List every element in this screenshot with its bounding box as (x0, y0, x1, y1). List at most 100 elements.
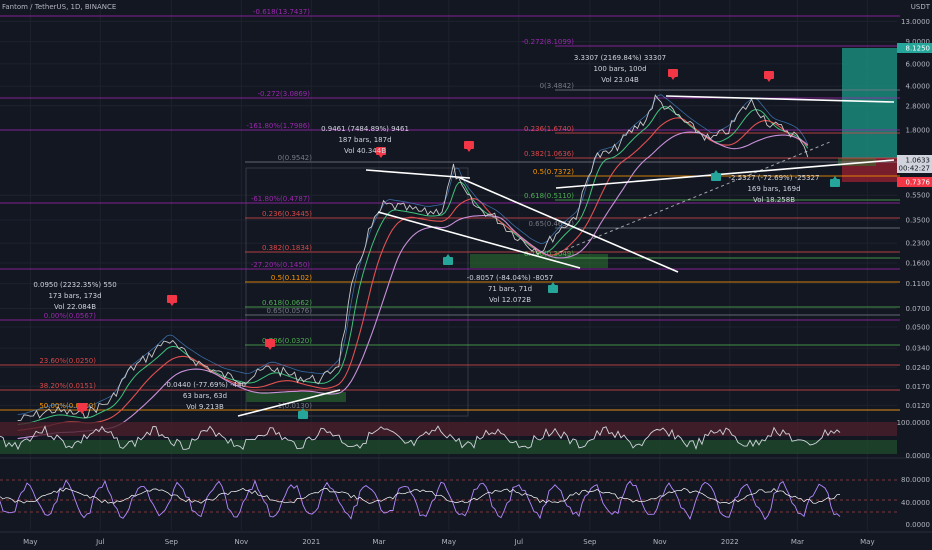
buy-marker (830, 179, 840, 187)
osc1-overbought-zone (0, 422, 897, 436)
measure-text: -0.0440 (-77.69%) -440 (164, 381, 246, 389)
buy-marker (711, 173, 721, 181)
ma-pink (17, 131, 809, 440)
price-tag-label: 8.1250 (906, 45, 931, 53)
price-tick: 0.2300 (906, 240, 931, 248)
price-tick: 2.8000 (906, 102, 931, 110)
osc1-tick: 0.0000 (906, 452, 931, 460)
trendline (555, 159, 895, 189)
buy-marker (443, 257, 453, 265)
price-tick: 0.1600 (906, 260, 931, 268)
fib-levels: 0(0.9542) 0.236(0.3445) 0.382(0.1834) 0.5(0… (0, 8, 900, 411)
measure-box (245, 167, 469, 417)
time-tick: Mar (372, 538, 385, 546)
measure-labels: 0.0950 (2232.35%) 550 173 bars, 173d Vol 2… (33, 54, 819, 411)
measure-text: Vol 22.084B (54, 303, 96, 311)
trendline (665, 95, 895, 103)
fib-label: 0(0.9542) (278, 154, 313, 162)
osc2-line (0, 479, 841, 521)
fib-label: 0.786(0.3049) (524, 250, 574, 258)
fib-label: 0.786(0.0320) (262, 337, 312, 345)
sell-marker-tip (379, 155, 383, 158)
buy-marker-tip (301, 408, 305, 411)
sell-marker (764, 71, 774, 79)
oscillators (0, 422, 932, 533)
sell-marker (77, 403, 87, 411)
osc1-line (0, 425, 841, 451)
price-axis[interactable]: 13.0000 9.0000 6.0000 4.0000 2.8000 1.8000 0.5… (897, 3, 932, 529)
fib-label: 1(0.0130) (278, 402, 313, 410)
fib-label: 0.618(0.0662) (262, 299, 312, 307)
measure-text: 3.3307 (2169.84%) 33307 (574, 54, 666, 62)
osc2-tick: 80.0000 (901, 476, 930, 484)
price-tag (897, 155, 932, 165)
price-tick: 0.5500 (906, 192, 931, 200)
osc2-tick: 0.0000 (906, 521, 931, 529)
sell-marker (167, 295, 177, 303)
price-tick: 0.0500 (906, 323, 931, 331)
fib-label: 0.236(1.6740) (524, 125, 574, 133)
time-tick: Nov (653, 538, 667, 546)
price-tick: 9.0000 (906, 38, 931, 46)
target-zone (842, 48, 897, 158)
sell-marker (464, 141, 474, 149)
measure-text: Vol 12.072B (489, 296, 531, 304)
sell-marker (265, 339, 275, 347)
time-tick: Mar (791, 538, 804, 546)
ma-green (17, 106, 809, 426)
fib-label: -0.272(3.0869) (257, 90, 310, 98)
measure-text: 0.9461 (7484.89%) 9461 (321, 125, 409, 133)
sell-marker-tip (467, 149, 471, 152)
time-tick: Sep (583, 538, 597, 546)
time-tick: Sep (165, 538, 179, 546)
measure-text: 71 bars, 71d (488, 285, 532, 293)
buy-marker-tip (714, 170, 718, 173)
buy-marker-tip (833, 176, 837, 179)
price-series (17, 94, 809, 421)
buy-marker-tip (446, 254, 450, 257)
osc2-signal (0, 487, 841, 504)
measure-text: 187 bars, 187d (338, 136, 391, 144)
sell-marker-tip (268, 347, 272, 350)
trendline (377, 211, 581, 269)
price-tick: 4.0000 (906, 83, 931, 91)
fib-label: 0.65(0.4632) (528, 220, 574, 228)
time-tick: Jul (95, 538, 105, 546)
buy-marker (298, 411, 308, 419)
sell-marker-tip (80, 411, 84, 414)
fib-label: -161.80%(1.7986) (246, 122, 310, 130)
trendline-dashed (559, 141, 831, 253)
time-tick: May (442, 538, 456, 546)
price-tag (897, 163, 932, 173)
fib-label: 23.60%(0.0250) (39, 357, 96, 365)
fib-label: -0.618(13.7437) (253, 8, 310, 16)
sell-marker (668, 69, 678, 77)
fib-label: 0(3.4842) (540, 82, 575, 90)
unit-label: USDT (911, 3, 931, 11)
price-tick: 13.0000 (901, 18, 930, 26)
fib-label: 38.20%(0.0151) (39, 382, 96, 390)
time-tick: 2021 (302, 538, 320, 546)
time-axis[interactable]: May Jul Sep Nov 2021 Mar May Jul Sep Nov 2022 Mar Ma… (23, 538, 875, 546)
price-tick: 0.0170 (906, 383, 931, 391)
measure-text: Vol 23.04B (601, 76, 639, 84)
measure-text: 63 bars, 63d (183, 392, 227, 400)
symbol-title: Fantom / TetherUS, 1D, BINANCE (2, 3, 117, 11)
sell-marker-tip (170, 303, 174, 306)
time-tick: 2022 (721, 538, 739, 546)
fib-label: 0.382(0.1834) (262, 244, 312, 252)
price-tick: 0.0240 (906, 364, 931, 372)
price-tick: 0.0120 (906, 402, 931, 410)
measure-text: 100 bars, 100d (593, 65, 646, 73)
ma-blue (17, 94, 809, 415)
measure-text: Vol 18.258B (753, 196, 795, 204)
trendline (459, 177, 679, 273)
fib-label: -27.20%(0.1450) (251, 261, 310, 269)
price-tick: 0.0340 (906, 345, 931, 353)
fib-label: 0.65(0.0576) (266, 307, 312, 315)
price-tick: 1.8000 (906, 127, 931, 135)
fib-label: -61.80%(0.4787) (251, 195, 310, 203)
price-tag-label: 1.0633 (906, 157, 931, 165)
range-box (246, 392, 346, 402)
